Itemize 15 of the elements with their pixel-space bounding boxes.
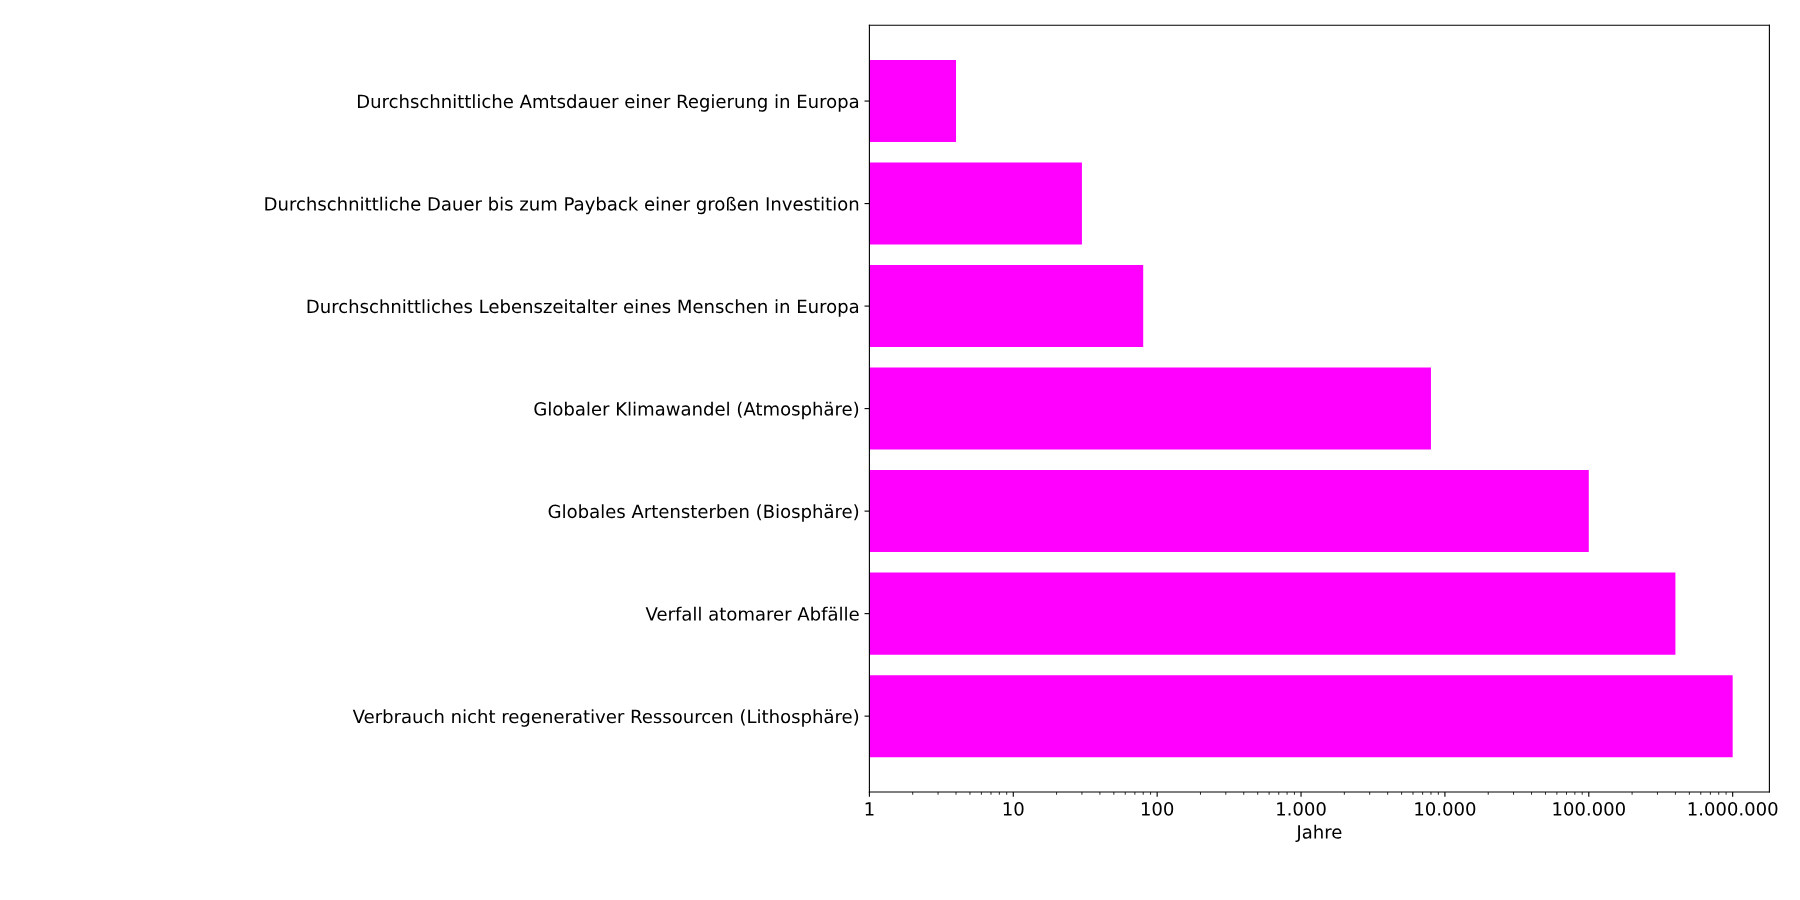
x-tick-label: 1 bbox=[865, 802, 874, 816]
y-tick-label: Durchschnittliche Dauer bis zum Payback einer großen Investition bbox=[265, 196, 859, 215]
x-tick-label: 100 bbox=[1141, 802, 1174, 816]
y-tick-label: Durchschnittliche Amtsdauer einer Regierung in Europa bbox=[357, 94, 859, 112]
y-tick-label: Verbrauch nicht regenerativer Ressourcen (Lithosphäre) bbox=[352, 709, 859, 727]
x-tick-label: 1.000 bbox=[1277, 802, 1326, 816]
x-tick-label: 10 bbox=[1003, 802, 1024, 816]
y-tick-label: Verfall atomarer Abfälle bbox=[645, 606, 859, 621]
x-tick-label: 1.000.000 bbox=[1688, 802, 1778, 816]
y-tick-label: Durchschnittliches Lebenszeitalter eines Menschen in Europa bbox=[307, 299, 859, 317]
x-axis-title: Jahre bbox=[1295, 824, 1342, 843]
y-tick-label: Globales Artensterben (Biosphäre) bbox=[548, 504, 859, 522]
x-tick-label: 10.000 bbox=[1415, 802, 1476, 816]
x-tick-label: 100.000 bbox=[1553, 802, 1625, 816]
y-tick-label: Globaler Klimawandel (Atmosphäre) bbox=[534, 401, 859, 420]
